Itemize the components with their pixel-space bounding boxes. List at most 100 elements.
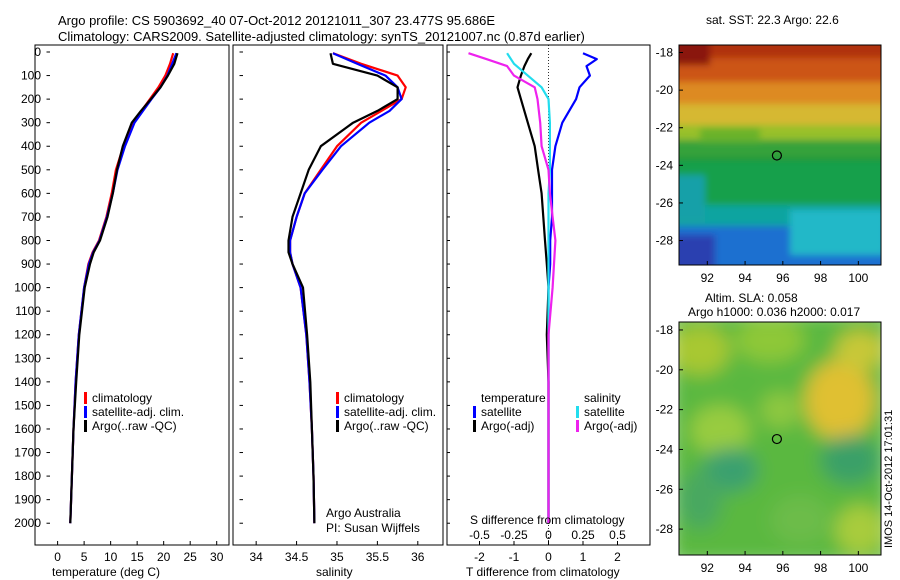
legend-swatch-temp-satellite xyxy=(473,406,476,418)
legend-temp-satellite: satellite xyxy=(481,405,522,419)
y-tick-label: 300 xyxy=(21,116,41,130)
x-tick-label: 5 xyxy=(81,550,88,564)
legend-swatch-sal-satellite xyxy=(576,406,579,418)
series-line xyxy=(516,52,550,524)
y-tick-label: 900 xyxy=(21,257,41,271)
x-tick-label: -2 xyxy=(474,550,485,564)
legend-swatch-climatology xyxy=(336,392,339,404)
y-tick-label: 1900 xyxy=(14,493,41,507)
temperature-legend: climatology satellite-adj. clim. Argo(..… xyxy=(84,391,184,433)
y-tick-label: 1700 xyxy=(14,446,41,460)
header-line-2: Climatology: CARS2009. Satellite-adjuste… xyxy=(58,29,585,44)
y-tick-label: 1100 xyxy=(15,304,41,318)
salinity-legend: climatology satellite-adj. clim. Argo(..… xyxy=(336,391,436,433)
sst-map-frame xyxy=(678,44,882,266)
y-tick-label: 1300 xyxy=(14,351,41,365)
series-line xyxy=(289,52,403,524)
sst-field xyxy=(679,45,881,265)
y-tick-label: 400 xyxy=(21,139,41,153)
x-tick-label: 35.5 xyxy=(366,550,390,564)
x-tick-label: 92 xyxy=(701,271,715,285)
legend-argo: Argo(..raw -QC) xyxy=(344,419,429,433)
y-tick-label: -26 xyxy=(656,482,674,496)
y-tick-label: 500 xyxy=(21,163,41,177)
x-tick-label: 20 xyxy=(157,550,171,564)
y-tick-label: -22 xyxy=(656,121,674,135)
legend-climatology: climatology xyxy=(344,391,404,405)
sla-field xyxy=(679,322,881,555)
x-tick-label: 10 xyxy=(104,550,118,564)
series-line xyxy=(69,52,178,524)
legend-argo: Argo(..raw -QC) xyxy=(92,419,177,433)
legend-sal-satellite: satellite xyxy=(584,405,625,419)
x-tick-label: 0 xyxy=(54,550,61,564)
series-line xyxy=(69,52,179,524)
y-tick-label: 100 xyxy=(21,69,41,83)
legend-satellite: satellite-adj. clim. xyxy=(344,405,436,419)
x-tick-label: 36 xyxy=(411,550,425,564)
x-tick-label: 15 xyxy=(130,550,144,564)
s-diff-tick-label: -0.25 xyxy=(500,528,528,542)
y-tick-label: -18 xyxy=(656,46,674,60)
y-tick-label: 1200 xyxy=(14,328,41,342)
x-tick-label: 34 xyxy=(249,550,263,564)
temperature-panel: 0 5 10 15 20 25 300100200300400500600700800900… xyxy=(14,44,230,564)
y-tick-label: 1400 xyxy=(14,375,41,389)
sst-map: 92 94 96 98 100 -18 -20 -22 -24 -26 -28 xyxy=(656,44,882,285)
x-tick-label: 94 xyxy=(738,561,752,575)
y-tick-label: -26 xyxy=(656,196,674,210)
x-tick-label: 96 xyxy=(776,561,790,575)
salinity-xlabel: salinity xyxy=(316,565,353,579)
s-diff-tick-label: 0 xyxy=(545,528,552,542)
imos-timestamp: IMOS 14-Oct-2012 17:01:31 xyxy=(883,409,895,548)
legend-swatch-satellite xyxy=(84,406,87,418)
legend-swatch-sal-argo xyxy=(576,420,579,432)
y-tick-label: 600 xyxy=(21,186,41,200)
series-line xyxy=(287,52,399,524)
sst-map-title: sat. SST: 22.3 Argo: 22.6 xyxy=(706,13,839,27)
series-line xyxy=(547,52,598,524)
s-diff-tick-label: 0.25 xyxy=(571,528,595,542)
x-tick-label: 2 xyxy=(614,550,621,564)
y-tick-label: 200 xyxy=(21,92,41,106)
x-tick-label: 98 xyxy=(814,271,828,285)
difference-panel: -2 -1 0 1 2 -0.5 -0.25 0 0.25 0.5 xyxy=(446,44,651,564)
x-tick-label: 94 xyxy=(738,271,752,285)
y-tick-label: 1500 xyxy=(14,398,41,412)
legend-swatch-satellite xyxy=(336,406,339,418)
sla-map-title: Altim. SLA: 0.058 xyxy=(705,291,798,305)
t-difference-xlabel: T difference from climatology xyxy=(466,565,620,579)
s-diff-tick-label: 0.5 xyxy=(609,528,626,542)
y-tick-label: 2000 xyxy=(14,516,41,530)
sla-map-subtitle: Argo h1000: 0.036 h2000: 0.017 xyxy=(688,305,860,319)
x-tick-label: 34.5 xyxy=(285,550,309,564)
x-tick-label: 100 xyxy=(848,561,868,575)
y-tick-label: -24 xyxy=(656,158,674,172)
credit-line-1: Argo Australia xyxy=(326,506,401,520)
argo-float-position-marker xyxy=(771,150,783,161)
series-line xyxy=(289,52,407,524)
sla-map: 92 94 96 98 100 -18 -20 -22 -24 -26 -28 xyxy=(656,321,882,575)
legend-satellite: satellite-adj. clim. xyxy=(92,405,184,419)
legend-swatch-temp-argo xyxy=(473,420,476,432)
x-tick-label: 100 xyxy=(848,271,868,285)
x-tick-label: 1 xyxy=(580,550,587,564)
y-tick-label: 700 xyxy=(21,210,41,224)
legend-swatch-climatology xyxy=(84,392,87,404)
x-tick-label: 0 xyxy=(545,550,552,564)
s-difference-label: S difference from climatology xyxy=(470,513,625,527)
x-tick-label: 35 xyxy=(330,550,344,564)
legend-header-salinity: salinity xyxy=(584,391,621,405)
legend-temp-argo: Argo(-adj) xyxy=(481,419,534,433)
credit-line-2: PI: Susan Wijffels xyxy=(326,521,420,535)
x-tick-label: -1 xyxy=(509,550,520,564)
y-tick-label: 1600 xyxy=(14,422,41,436)
y-tick-label: 800 xyxy=(21,233,41,247)
temperature-panel-frame xyxy=(34,44,230,546)
y-tick-label: -20 xyxy=(656,363,674,377)
y-tick-label: -22 xyxy=(656,403,674,417)
s-diff-tick-label: -0.5 xyxy=(469,528,490,542)
legend-sal-argo: Argo(-adj) xyxy=(584,419,637,433)
argo-float-position-marker xyxy=(771,433,783,445)
